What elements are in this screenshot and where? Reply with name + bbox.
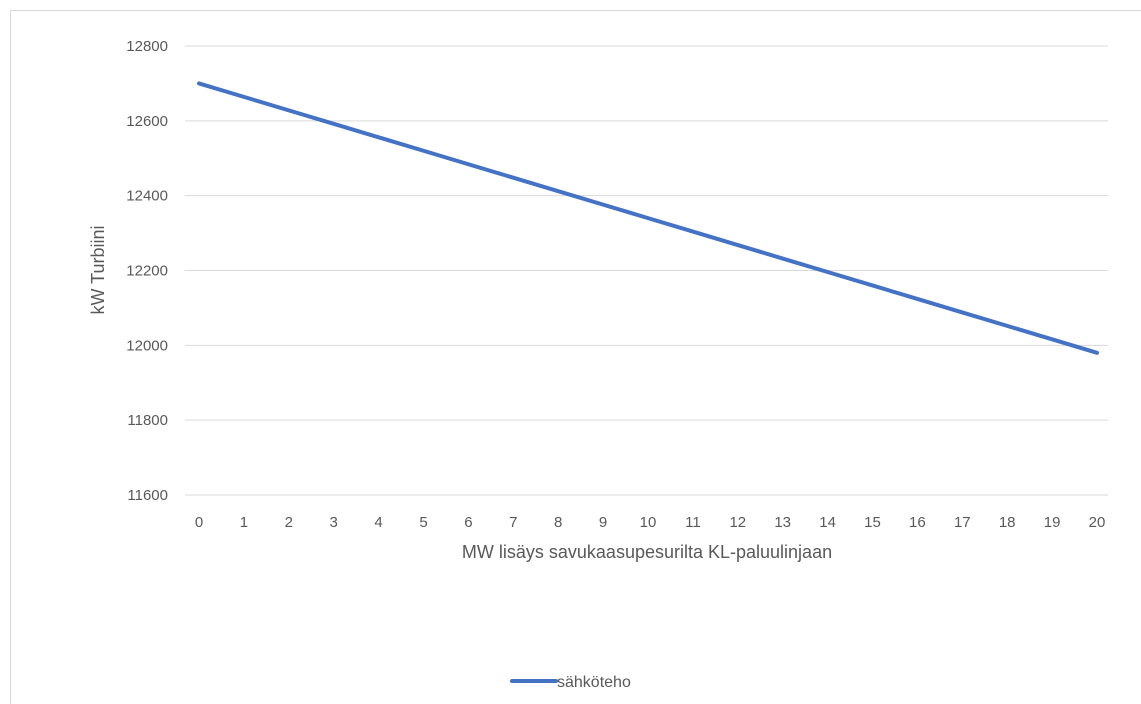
x-tick-label: 7 [509,514,517,531]
y-axis-ticks: 11600 11800 12000 12200 12400 12600 12800 [126,38,168,504]
x-tick-label: 16 [909,514,926,531]
x-axis-ticks: 0 1 2 3 4 5 6 7 8 9 10 11 12 13 14 15 16 17 18 19 20 [195,514,1106,531]
series-line-0 [197,81,1099,355]
x-tick-label: 0 [195,514,203,531]
x-tick-label: 20 [1089,514,1106,531]
x-tick-label: 6 [464,514,472,531]
x-tick-label: 4 [374,514,382,531]
y-tick-label: 11600 [127,487,168,504]
x-tick-label: 1 [240,514,248,531]
x-axis-title: MW lisäys savukaasupesurilta KL-paluulin… [462,542,832,562]
x-tick-label: 9 [599,514,607,531]
y-axis-title: kW Turbiini [88,225,108,314]
gridlines [185,45,1108,496]
y-tick-label: 12400 [126,188,168,205]
x-tick-label: 10 [640,514,657,531]
x-tick-label: 3 [330,514,338,531]
x-tick-label: 8 [554,514,562,531]
y-tick-label: 12000 [126,337,168,354]
x-tick-label: 5 [419,514,427,531]
x-tick-label: 13 [774,514,791,531]
y-tick-label: 11800 [127,412,168,429]
x-tick-label: 19 [1044,514,1061,531]
legend-label-sahkoteho: sähköteho [557,674,631,691]
series-lines [197,81,1099,355]
x-tick-label: 18 [999,514,1016,531]
y-tick-label: 12800 [126,38,168,55]
x-tick-label: 12 [729,514,746,531]
x-tick-label: 14 [819,514,836,531]
x-tick-label: 15 [864,514,881,531]
y-tick-label: 12600 [126,113,168,130]
x-tick-label: 11 [685,514,701,531]
x-tick-label: 2 [285,514,293,531]
chart-area [10,10,1141,704]
y-tick-label: 12200 [126,263,168,280]
x-tick-label: 17 [954,514,971,531]
legend: sähköteho [510,674,631,691]
